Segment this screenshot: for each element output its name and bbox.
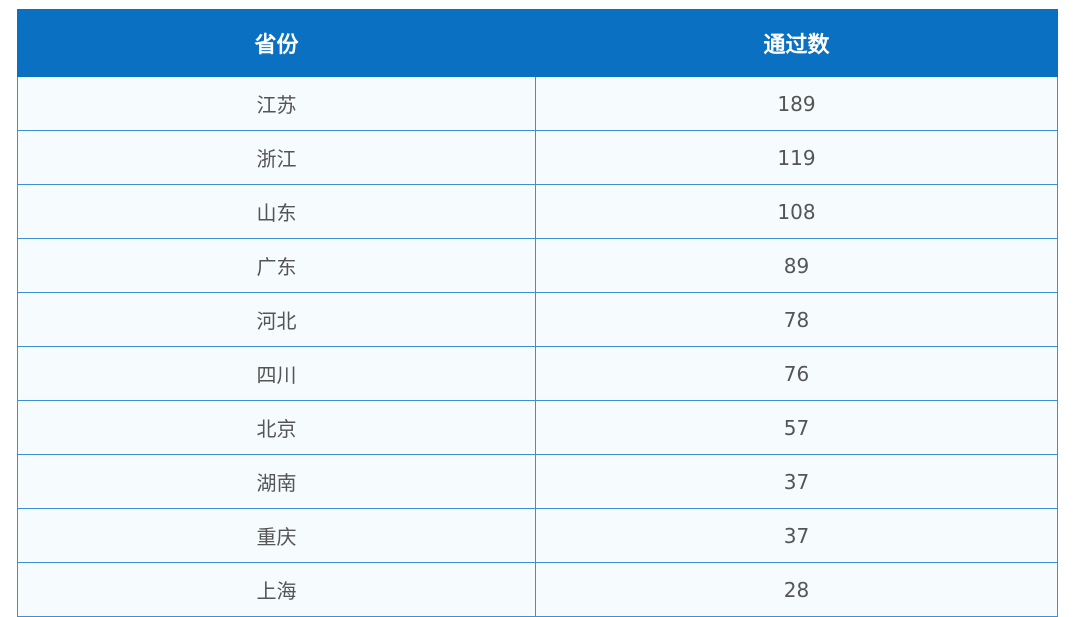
table-row: 上海 28 (17, 562, 1058, 617)
pass-count-cell: 37 (535, 454, 1058, 509)
province-pass-table: 省份 通过数 江苏 189 浙江 119 山东 108 广东 89 河北 78 四川 76 北京 57 湖南… (17, 9, 1058, 617)
table-row: 江苏 189 (17, 76, 1058, 131)
table-row: 山东 108 (17, 184, 1058, 239)
table-row: 河北 78 (17, 292, 1058, 347)
pass-count-cell: 28 (535, 562, 1058, 617)
pass-count-cell: 189 (535, 76, 1058, 131)
province-cell: 四川 (17, 346, 536, 401)
header-province: 省份 (17, 9, 536, 77)
province-cell: 广东 (17, 238, 536, 293)
province-cell: 江苏 (17, 76, 536, 131)
province-cell: 浙江 (17, 130, 536, 185)
province-cell: 山东 (17, 184, 536, 239)
province-cell: 上海 (17, 562, 536, 617)
province-cell: 河北 (17, 292, 536, 347)
header-pass-count: 通过数 (535, 9, 1058, 77)
table-row: 重庆 37 (17, 508, 1058, 563)
pass-count-cell: 57 (535, 400, 1058, 455)
table-row: 四川 76 (17, 346, 1058, 401)
province-cell: 湖南 (17, 454, 536, 509)
table-row: 北京 57 (17, 400, 1058, 455)
table-row: 湖南 37 (17, 454, 1058, 509)
pass-count-cell: 108 (535, 184, 1058, 239)
table-row: 广东 89 (17, 238, 1058, 293)
pass-count-cell: 37 (535, 508, 1058, 563)
province-cell: 重庆 (17, 508, 536, 563)
header-row: 省份 通过数 (17, 9, 1058, 77)
table-row: 浙江 119 (17, 130, 1058, 185)
pass-count-cell: 78 (535, 292, 1058, 347)
pass-count-cell: 76 (535, 346, 1058, 401)
province-cell: 北京 (17, 400, 536, 455)
pass-count-cell: 89 (535, 238, 1058, 293)
pass-count-cell: 119 (535, 130, 1058, 185)
